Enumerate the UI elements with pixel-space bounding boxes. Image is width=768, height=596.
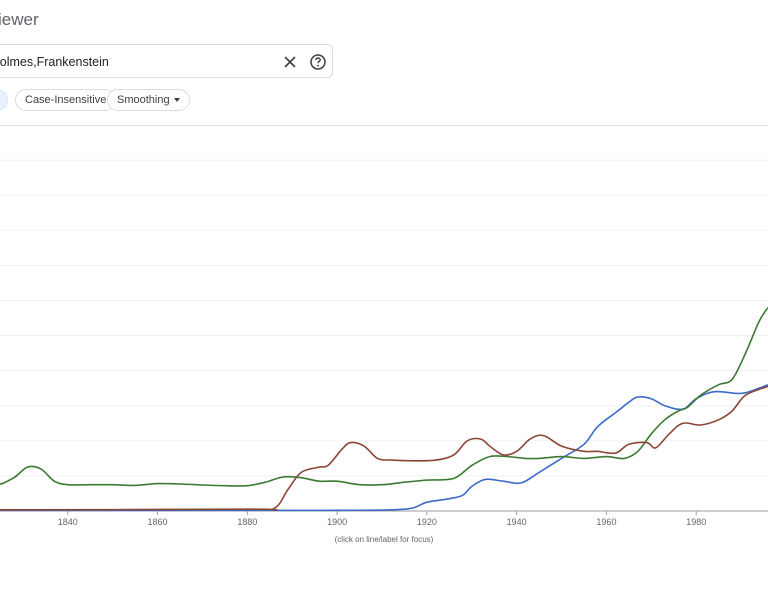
grid — [0, 159, 768, 512]
footnote: (click on line/label for focus) — [334, 535, 434, 544]
x-tick-label-1: 1860 — [148, 517, 168, 527]
chip-partial[interactable] — [0, 89, 8, 111]
help-circle-icon[interactable] — [309, 53, 327, 71]
ngram-chart: 1840 1860 1880 1900 1920 1940 1960 1980 — [0, 159, 768, 527]
x-tick-label-4: 1920 — [417, 517, 437, 527]
series-lines — [0, 307, 768, 512]
divider — [0, 125, 768, 126]
x-tick-label-3: 1900 — [327, 517, 347, 527]
series-line-2[interactable] — [0, 385, 768, 511]
series-line-0[interactable] — [0, 383, 768, 512]
smoothing-chip[interactable]: Smoothing — [107, 89, 190, 111]
series-line-1[interactable] — [0, 307, 768, 487]
search-input[interactable]: lolmes,Frankenstein — [0, 55, 109, 69]
x-tick-label-2: 1880 — [237, 517, 257, 527]
smoothing-label: Smoothing — [117, 94, 170, 106]
case-insensitive-chip[interactable]: Case-Insensitive — [15, 89, 117, 111]
caret-down-icon — [173, 98, 180, 103]
x-axis: 1840 1860 1880 1900 1920 1940 1960 1980 — [58, 511, 706, 527]
x-tick-label-5: 1940 — [507, 517, 527, 527]
case-insensitive-label: Case-Insensitive — [25, 94, 107, 106]
x-tick-label-7: 1980 — [686, 517, 706, 527]
x-tick-label-6: 1960 — [596, 517, 616, 527]
app-title: iewer — [0, 10, 39, 29]
search-box[interactable]: lolmes,Frankenstein — [0, 44, 333, 78]
close-icon[interactable] — [283, 55, 297, 69]
x-tick-label-0: 1840 — [58, 517, 78, 527]
